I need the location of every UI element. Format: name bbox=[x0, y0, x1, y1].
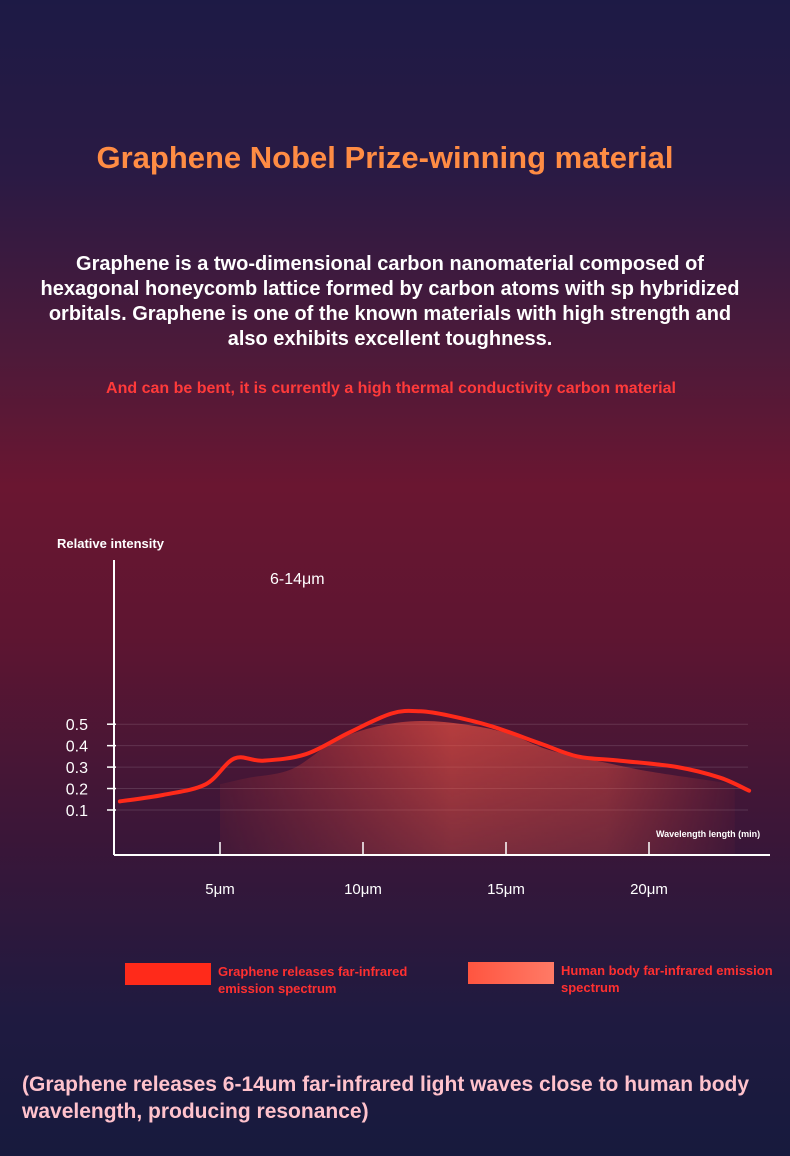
y-axis-title: Relative intensity bbox=[57, 536, 165, 551]
legend-label-graphene: Graphene releases far-infrared emission … bbox=[218, 964, 408, 996]
series-line-graphene bbox=[117, 708, 752, 804]
legend-label-human-body: Human body far-infrared emission spectru… bbox=[561, 963, 773, 995]
highlight-note: And can be bent, it is currently a high … bbox=[106, 380, 676, 397]
intro-paragraph: Graphene is a two-dimensional carbon nan… bbox=[40, 253, 740, 350]
series-area-human-body bbox=[220, 720, 735, 855]
range-annotation: 6-14μm bbox=[270, 571, 325, 588]
legend-swatch-human-body bbox=[468, 962, 554, 984]
y-tick-label-4: 0.1 bbox=[66, 803, 88, 820]
x-tick-label-1: 10μm bbox=[344, 881, 382, 898]
page-title: Graphene Nobel Prize-winning material bbox=[96, 140, 674, 175]
y-tick-label-1: 0.4 bbox=[66, 739, 88, 756]
x-tick-label-0: 5μm bbox=[205, 881, 234, 898]
y-tick-label-3: 0.2 bbox=[66, 782, 88, 799]
x-tick-label-2: 15μm bbox=[487, 881, 525, 898]
legend-item-graphene: Graphene releases far-infrared emission … bbox=[125, 963, 448, 997]
legend-item-human-body: Human body far-infrared emission spectru… bbox=[468, 962, 790, 996]
y-tick-label-2: 0.3 bbox=[66, 760, 88, 777]
x-axis-title: Wavelength length (min) bbox=[656, 829, 760, 839]
x-tick-label-3: 20μm bbox=[630, 881, 668, 898]
y-tick-label-0: 0.5 bbox=[66, 717, 88, 734]
legend-swatch-graphene bbox=[125, 963, 211, 985]
intensity-chart: 0.5 0.4 0.3 0.2 0.1 5μm 10μm 15μm 20μm Relative i… bbox=[57, 536, 770, 898]
footer-caption: (Graphene releases 6-14um far-infrared l… bbox=[22, 1073, 750, 1123]
